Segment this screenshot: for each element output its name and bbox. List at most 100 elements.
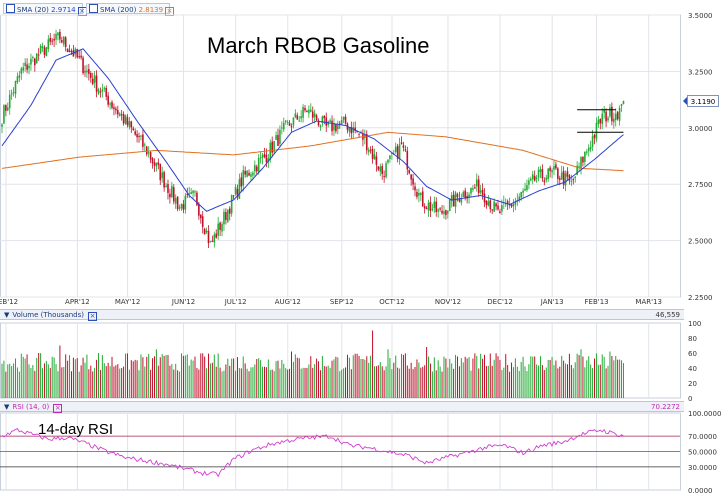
price-candle-body [491,209,494,211]
sma20-line [1,48,624,212]
volume-bar [180,353,182,398]
price-candle-body [6,107,9,111]
volume-bar [192,360,194,398]
volume-bar [188,365,190,398]
volume-y-tick-label: 0 [688,395,692,403]
price-candle-body [551,170,553,173]
price-candle-body [456,194,459,198]
volume-bar [63,366,65,398]
volume-bar [443,356,445,398]
price-candle-body [497,205,499,210]
price-candle-body [391,152,393,154]
volume-bar [283,363,285,398]
volume-bar [414,366,416,398]
volume-bar [107,362,109,398]
volume-bar [536,364,538,398]
price-candle-body [350,127,353,134]
volume-bar [497,356,499,398]
volume-bar [578,355,580,398]
price-candle-body [479,190,482,193]
volume-bar [601,354,603,398]
price-candle-body [149,152,152,160]
volume-bar [609,351,611,398]
volume-bar [179,371,181,398]
x-tick-label: NOV'12 [435,298,461,306]
volume-bar [235,370,237,398]
volume-bar [559,366,561,398]
price-candle-body [45,47,48,57]
price-candle-body [211,240,214,242]
price-candle-body [531,174,534,180]
price-candle-body [288,122,291,126]
volume-bar [532,356,534,398]
volume-bar [140,354,142,398]
price-candle-body [84,71,86,73]
price-candle-body [325,117,328,126]
price-candle-body [88,69,90,74]
price-candle-body [337,125,339,130]
volume-bar [582,356,584,398]
volume-bar [227,358,229,398]
price-candle-body [176,196,179,210]
price-candle-body [524,188,526,191]
volume-bar [1,363,3,398]
volume-bar [252,367,254,398]
price-candle-body [124,115,127,124]
volume-bar [211,362,213,398]
price-candle-body [205,230,208,233]
volume-bar [491,365,493,398]
volume-bar [204,356,206,398]
volume-bar [165,355,167,398]
price-candle-body [64,37,67,47]
price-candle-body [263,154,266,157]
volume-bar [401,353,403,398]
price-candle-body [514,201,517,205]
price-candle-body [74,48,77,55]
volume-bar [460,358,462,398]
volume-bar [96,359,98,398]
rsi-close-icon[interactable]: × [53,404,63,413]
volume-bar [501,369,503,398]
price-candle-body [319,125,322,128]
price-candle-body [576,165,578,176]
volume-bar [153,356,155,398]
collapse-triangle-icon[interactable]: ▼ [4,311,10,319]
price-candle-body [61,40,63,43]
price-candle-body [474,187,476,189]
volume-bar [619,359,621,398]
volume-panel-header[interactable]: ▼ Volume (Thousands) × [0,309,684,321]
price-candle-body [340,119,343,125]
price-candle-body [342,116,345,120]
rsi-panel-header[interactable]: ▼ RSI (14, 0) × [0,401,684,413]
volume-bar [304,367,306,398]
volume-bar [206,368,208,398]
volume-bar [341,369,343,398]
volume-bar [576,353,578,398]
volume-bar [424,365,426,398]
volume-bar [310,356,312,398]
price-candle-body [225,212,227,221]
price-candle-body [493,201,495,212]
rsi-panel-label: RSI (14, 0) [12,403,50,411]
volume-bar [289,368,291,398]
x-tick-label: MAY'12 [115,298,140,306]
price-candle-body [296,115,299,120]
sma20-swatch-icon [6,4,15,13]
price-candle-body [564,173,567,186]
price-candle-body [410,174,412,180]
volume-bar [157,365,159,398]
price-candle-body [423,206,426,209]
sma200-swatch-icon [89,4,98,13]
sma200-legend[interactable]: SMA (200) 2.8139 × [86,3,175,16]
sma20-value: 2.9714 [51,6,76,14]
volume-bar [18,371,20,398]
price-candle-body [8,94,11,109]
price-candle-body [371,149,374,159]
price-candle-body [315,115,318,120]
volume-bar [541,365,543,398]
price-candle-body [595,122,598,140]
collapse-triangle-icon[interactable]: ▼ [4,403,10,411]
price-candle-body [66,48,69,53]
volume-close-icon[interactable]: × [88,312,98,321]
volume-bar [383,370,385,398]
